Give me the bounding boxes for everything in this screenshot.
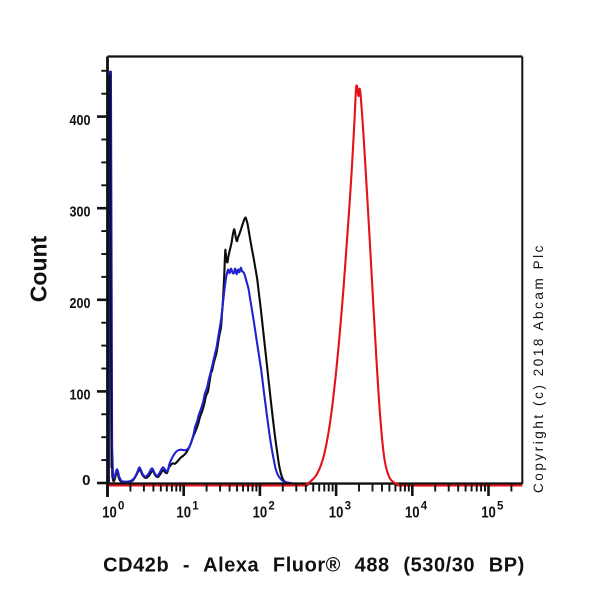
svg-text:200: 200 bbox=[70, 295, 91, 312]
svg-text:2: 2 bbox=[268, 501, 274, 513]
svg-text:10: 10 bbox=[176, 505, 191, 522]
svg-text:CD42b - Alexa Fluor® 488 (530/: CD42b - Alexa Fluor® 488 (530/30 BP) bbox=[103, 555, 525, 577]
svg-text:10: 10 bbox=[329, 505, 344, 522]
svg-text:300: 300 bbox=[70, 204, 91, 221]
svg-text:100: 100 bbox=[70, 387, 91, 404]
svg-text:1: 1 bbox=[192, 501, 199, 513]
svg-text:400: 400 bbox=[70, 112, 91, 129]
svg-text:10: 10 bbox=[481, 505, 496, 522]
svg-text:5: 5 bbox=[497, 501, 504, 513]
svg-text:4: 4 bbox=[421, 501, 428, 513]
svg-text:10: 10 bbox=[102, 505, 117, 522]
svg-text:0: 0 bbox=[82, 472, 90, 489]
svg-text:Copyright (c) 2018 Abcam Plc: Copyright (c) 2018 Abcam Plc bbox=[531, 243, 546, 493]
svg-text:0: 0 bbox=[118, 501, 124, 513]
svg-text:10: 10 bbox=[253, 505, 268, 522]
svg-text:10: 10 bbox=[405, 505, 420, 522]
svg-text:3: 3 bbox=[345, 501, 351, 513]
svg-text:Count: Count bbox=[26, 235, 52, 302]
